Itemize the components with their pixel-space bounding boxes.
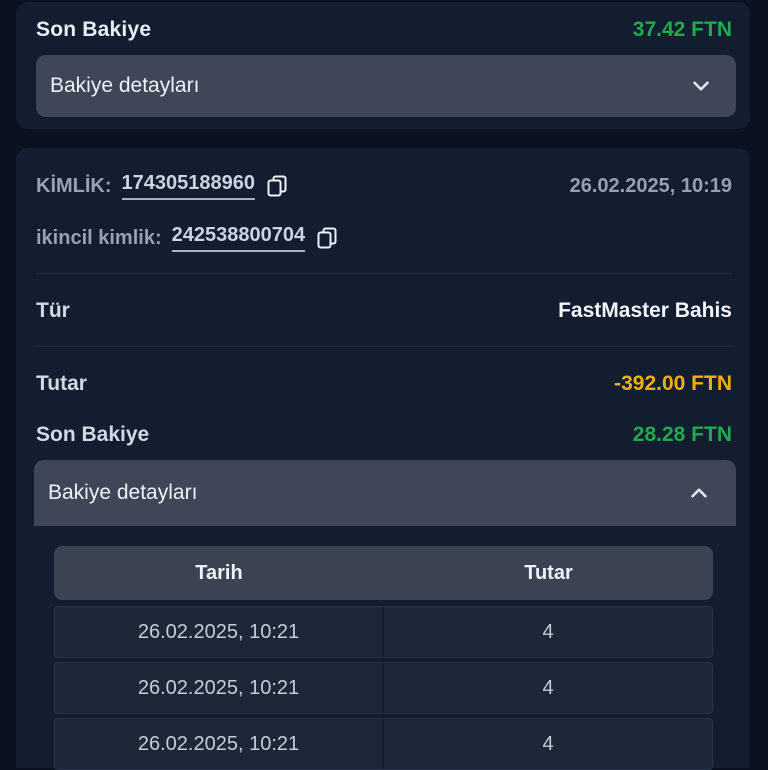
chevron-down-icon xyxy=(688,73,714,99)
summary-balance-details-toggle[interactable]: Bakiye detayları xyxy=(36,55,736,117)
table-header-row: Tarih Tutar xyxy=(54,546,713,600)
summary-balance-details-label: Bakiye detayları xyxy=(50,74,200,97)
amount-value: -392.00 FTN xyxy=(614,372,732,395)
row-date: 26.02.2025, 10:21 xyxy=(137,732,300,755)
balance-details-accordion-label: Bakiye detayları xyxy=(48,481,198,504)
last-balance-label: Son Bakiye xyxy=(36,423,150,446)
balance-details-accordion-toggle[interactable]: Bakiye detayları xyxy=(34,460,736,526)
table-row: 26.02.2025, 10:21 4 xyxy=(54,718,713,770)
primary-id-label: KİMLİK: xyxy=(36,174,112,197)
summary-balance-value: 37.42 FTN xyxy=(632,18,732,41)
table-header-amount: Tutar xyxy=(524,561,573,584)
last-balance-value: 28.28 FTN xyxy=(632,423,732,446)
chevron-up-icon xyxy=(686,480,712,506)
transaction-card: KİMLİK: 174305188960 26.02.2025, 10:19 i… xyxy=(16,148,750,770)
divider xyxy=(36,273,732,274)
secondary-id-label: ikincil kimlik: xyxy=(36,226,162,249)
amount-label: Tutar xyxy=(36,372,87,395)
divider xyxy=(36,346,732,347)
summary-balance-label: Son Bakiye xyxy=(36,18,152,41)
last-balance-row: Son Bakiye 28.28 FTN xyxy=(36,419,732,451)
primary-id-value[interactable]: 174305188960 xyxy=(121,172,256,200)
summary-card: Son Bakiye 37.42 FTN Bakiye detayları xyxy=(16,2,750,129)
type-label: Tür xyxy=(36,299,70,322)
row-amount: 4 xyxy=(542,620,554,643)
transaction-timestamp: 26.02.2025, 10:19 xyxy=(569,174,732,197)
amount-row: Tutar -392.00 FTN xyxy=(36,368,732,400)
table-row: 26.02.2025, 10:21 4 xyxy=(54,662,713,714)
copy-icon[interactable] xyxy=(265,173,289,199)
type-value: FastMaster Bahis xyxy=(558,299,732,322)
secondary-id-value[interactable]: 242538800704 xyxy=(171,224,306,252)
secondary-id-row: ikincil kimlik: 242538800704 xyxy=(36,218,732,258)
copy-icon[interactable] xyxy=(315,225,339,251)
table-header-date: Tarih xyxy=(195,561,243,584)
row-date: 26.02.2025, 10:21 xyxy=(137,620,300,643)
summary-balance-row: Son Bakiye 37.42 FTN xyxy=(36,18,732,42)
type-row: Tür FastMaster Bahis xyxy=(36,295,732,327)
table-row: 26.02.2025, 10:21 4 xyxy=(54,606,713,658)
row-date: 26.02.2025, 10:21 xyxy=(137,676,300,699)
row-amount: 4 xyxy=(542,732,554,755)
row-amount: 4 xyxy=(542,676,554,699)
balance-details-table: Tarih Tutar 26.02.2025, 10:21 4 26.02.20… xyxy=(54,546,713,770)
primary-id-row: KİMLİK: 174305188960 26.02.2025, 10:19 xyxy=(36,166,732,206)
